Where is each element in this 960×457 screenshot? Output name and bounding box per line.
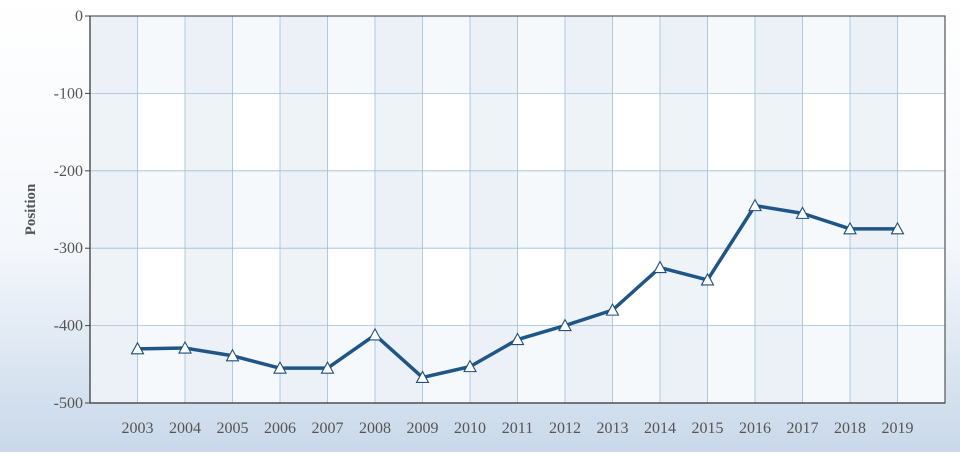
x-tick-label: 2013 xyxy=(597,420,629,437)
data-point-triangle xyxy=(653,260,667,274)
data-point-triangle xyxy=(225,348,240,362)
x-tick-label: 2018 xyxy=(834,420,866,437)
data-point-triangle xyxy=(130,341,145,355)
column-band xyxy=(660,16,708,403)
y-axis: 0 -100 -200 -300 -400 -500 xyxy=(54,8,91,412)
column-band xyxy=(375,16,423,403)
x-tick-label: 2008 xyxy=(359,420,391,437)
data-point-triangle xyxy=(368,327,382,341)
x-tick-label: 2006 xyxy=(264,420,296,437)
x-tick-label: 2009 xyxy=(407,420,439,437)
column-band xyxy=(185,16,233,403)
y-tick-label: 0 xyxy=(75,8,83,25)
y-tick-label: -400 xyxy=(54,318,83,335)
data-point-triangle xyxy=(320,361,335,374)
x-tick-label: 2014 xyxy=(644,420,676,437)
y-axis-title: Position xyxy=(23,183,39,235)
x-tick-label: 2005 xyxy=(217,420,249,437)
column-band xyxy=(280,16,328,403)
x-axis: 2003 2004 2005 2006 2007 2008 2009 2010 2011 2012… xyxy=(90,402,945,437)
column-band xyxy=(470,16,518,403)
data-point-triangle xyxy=(558,318,572,332)
x-tick-label: 2015 xyxy=(692,420,724,437)
column-band xyxy=(565,16,613,403)
x-tick-label: 2004 xyxy=(169,420,201,437)
data-point-triangle xyxy=(843,221,857,235)
series-group xyxy=(130,198,905,384)
data-point-triangle xyxy=(510,332,525,346)
x-tick-label: 2016 xyxy=(739,420,771,437)
column-band xyxy=(90,16,138,403)
data-point-triangle xyxy=(700,272,715,286)
y-tick-label: -200 xyxy=(54,163,83,180)
x-tick-label: 2017 xyxy=(787,420,819,437)
data-point-triangle xyxy=(795,206,810,219)
data-point-triangle xyxy=(178,340,192,354)
column-band xyxy=(850,16,898,403)
y-tick-label: -100 xyxy=(54,85,83,102)
x-tick-label: 2011 xyxy=(502,420,533,437)
data-point-triangle xyxy=(605,302,620,316)
data-point-triangle xyxy=(273,361,287,374)
y-tick-label: -300 xyxy=(54,240,83,257)
x-tick-label: 2007 xyxy=(312,420,344,437)
x-tick-label: 2012 xyxy=(549,420,581,437)
data-point-triangle xyxy=(463,359,477,373)
x-tick-label: 2019 xyxy=(882,420,914,437)
x-tick-label: 2010 xyxy=(454,420,486,437)
x-tick-label: 2003 xyxy=(122,420,154,437)
data-point-triangle xyxy=(890,221,905,235)
data-point-triangle xyxy=(748,198,762,212)
data-point-triangle xyxy=(415,370,430,384)
y-tick-label: -500 xyxy=(54,395,83,412)
